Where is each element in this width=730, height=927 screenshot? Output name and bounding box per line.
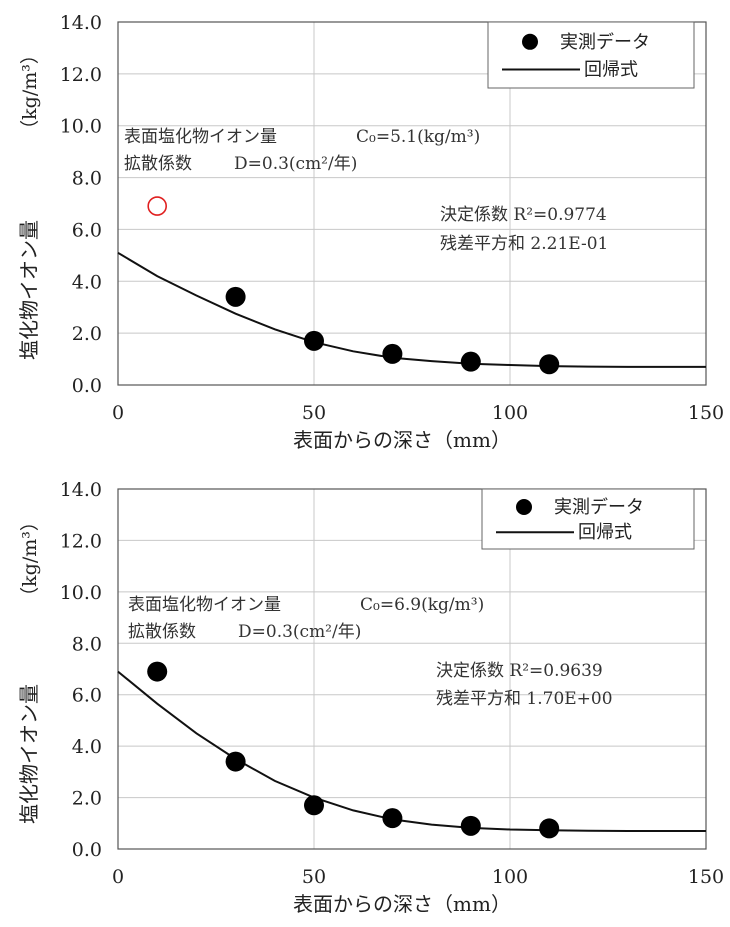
y-tick-label: 4.0 bbox=[72, 271, 102, 293]
x-tick-label: 150 bbox=[688, 402, 724, 424]
y-tick-label: 4.0 bbox=[72, 736, 102, 758]
y-tick-label: 10.0 bbox=[60, 582, 102, 604]
data-point bbox=[304, 330, 324, 351]
annotation-surface-value: C₀=6.9(kg/m³) bbox=[360, 595, 484, 615]
y-tick-label: 6.0 bbox=[72, 685, 102, 707]
data-point bbox=[382, 343, 403, 364]
data-point bbox=[225, 751, 246, 772]
annotation-rss: 残差平方和 1.70E+00 bbox=[436, 689, 613, 709]
annotation-diffusion-value: D=0.3(cm²/年) bbox=[234, 154, 357, 174]
data-point bbox=[460, 815, 481, 836]
x-tick-label: 150 bbox=[688, 866, 724, 888]
y-tick-label: 8.0 bbox=[72, 633, 102, 655]
y-axis-unit: （kg/m³） bbox=[19, 512, 41, 606]
x-tick-label: 100 bbox=[492, 402, 528, 424]
data-point bbox=[304, 795, 324, 816]
plot-frame bbox=[117, 488, 707, 850]
legend-box bbox=[487, 21, 695, 89]
y-tick-label: 0.0 bbox=[72, 375, 102, 397]
data-point bbox=[225, 286, 246, 307]
y-tick-label: 12.0 bbox=[60, 530, 102, 552]
y-axis-label: 塩化物イオン量 bbox=[17, 220, 41, 360]
annotation-rss: 残差平方和 2.21E-01 bbox=[440, 234, 608, 254]
annotation-diffusion-label: 拡散係数 bbox=[128, 622, 196, 642]
data-point bbox=[460, 351, 481, 372]
data-point bbox=[539, 818, 560, 839]
legend-marker bbox=[516, 499, 532, 515]
annotation-r2: 決定係数 R²=0.9639 bbox=[436, 661, 603, 681]
y-tick-label: 2.0 bbox=[72, 323, 102, 345]
chart-1: 0 50 100 150 0.0 2.0 4.0 6.0 8.0 10.0 12.0 14.0 表面から… bbox=[17, 12, 724, 452]
y-tick-label: 14.0 bbox=[60, 12, 102, 34]
annotation-diffusion-value: D=0.3(cm²/年) bbox=[238, 622, 361, 642]
annotation-r2: 決定係数 R²=0.9774 bbox=[440, 205, 607, 225]
regression-line bbox=[117, 670, 706, 832]
outlier-point bbox=[147, 196, 167, 216]
annotation-surface-label: 表面塩化物イオン量 bbox=[124, 127, 277, 147]
data-point bbox=[382, 808, 403, 829]
y-tick-label: 0.0 bbox=[72, 839, 102, 861]
annotation-diffusion-label: 拡散係数 bbox=[124, 154, 192, 174]
x-tick-label: 50 bbox=[302, 402, 326, 424]
x-tick-label: 50 bbox=[302, 866, 326, 888]
legend-box bbox=[481, 488, 695, 550]
y-tick-label: 2.0 bbox=[72, 788, 102, 810]
x-axis-label: 表面からの深さ（mm） bbox=[293, 428, 511, 452]
legend-marker bbox=[522, 33, 538, 50]
x-axis-label: 表面からの深さ（mm） bbox=[293, 892, 511, 916]
legend-label-data: 実測データ bbox=[560, 32, 650, 53]
data-point bbox=[147, 661, 168, 682]
y-tick-label: 8.0 bbox=[72, 168, 102, 190]
regression-line bbox=[117, 251, 706, 368]
data-point bbox=[539, 354, 560, 375]
annotation-surface-value: C₀=5.1(kg/m³) bbox=[356, 127, 480, 147]
y-tick-label: 10.0 bbox=[60, 116, 102, 138]
x-tick-label: 0 bbox=[112, 866, 124, 888]
x-tick-label: 0 bbox=[112, 402, 124, 424]
y-axis-label: 塩化物イオン量 bbox=[17, 684, 41, 824]
x-tick-label: 100 bbox=[492, 866, 528, 888]
y-tick-label: 14.0 bbox=[60, 479, 102, 501]
chart-2: 0 50 100 150 0.0 2.0 4.0 6.0 8.0 10.0 12.0 14.0 表面から… bbox=[17, 479, 724, 916]
y-axis-unit: （kg/m³） bbox=[19, 45, 41, 139]
legend-label-line: 回帰式 bbox=[578, 522, 632, 543]
legend-label-data: 実測データ bbox=[554, 497, 644, 518]
legend-label-line: 回帰式 bbox=[584, 60, 638, 81]
y-tick-label: 6.0 bbox=[72, 219, 102, 241]
annotation-surface-label: 表面塩化物イオン量 bbox=[128, 595, 281, 615]
y-tick-label: 12.0 bbox=[60, 64, 102, 86]
plot-frame bbox=[117, 21, 707, 386]
